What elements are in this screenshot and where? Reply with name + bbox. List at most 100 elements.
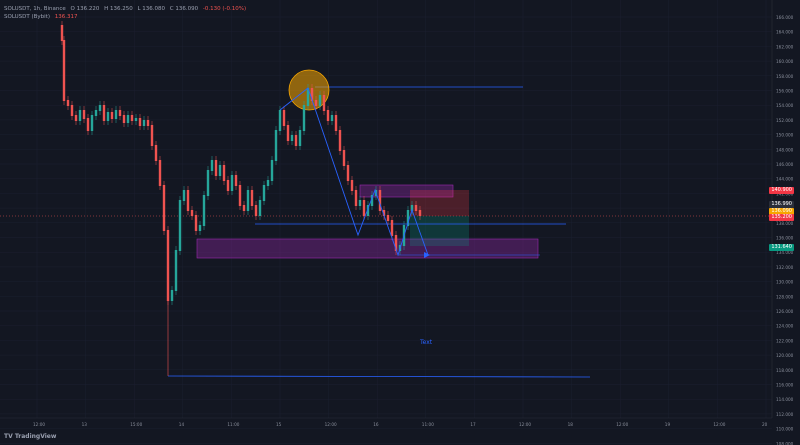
time-axis-label: 17 xyxy=(470,422,476,427)
candle-body xyxy=(106,112,110,121)
price-axis-label: 128.000 xyxy=(776,294,794,299)
position-target-area[interactable] xyxy=(410,216,469,246)
candle-body xyxy=(190,210,194,216)
time-axis-label: 16 xyxy=(373,422,379,427)
candle-body xyxy=(226,180,230,191)
price-axis-label: 166.000 xyxy=(776,15,794,20)
chart-legend: SOLUSDT, 1h, Binance O 136.220 H 136.250… xyxy=(4,5,249,21)
candle-body xyxy=(262,185,266,201)
change-value: -0.130 (-0.10%) xyxy=(202,6,247,12)
supply-zone[interactable] xyxy=(359,184,454,198)
price-tag: 131.640 xyxy=(769,244,794,251)
candle-body xyxy=(238,185,242,206)
price-axis-label: 118.000 xyxy=(776,368,794,373)
price-axis-label: 134.000 xyxy=(776,250,794,255)
price-axis-label: 154.000 xyxy=(776,103,794,108)
candle-body xyxy=(286,125,290,141)
candle-body xyxy=(322,95,326,111)
candle-body xyxy=(102,105,106,121)
price-axis-label: 156.000 xyxy=(776,89,794,94)
time-axis-label: 19 xyxy=(665,422,671,427)
price-axis-label: 112.000 xyxy=(776,412,794,417)
candle-body xyxy=(98,105,102,111)
candle-body xyxy=(122,115,126,123)
candle-body xyxy=(130,115,134,121)
candle-body xyxy=(382,210,386,216)
candle-body xyxy=(266,180,270,186)
candle-body xyxy=(306,88,310,106)
candle-body xyxy=(186,190,190,211)
price-tag: 136.090 xyxy=(769,208,794,215)
candle-body xyxy=(370,195,374,206)
candle-body xyxy=(254,205,258,216)
candle-body xyxy=(310,88,314,101)
candle-body xyxy=(366,205,370,216)
candle-body xyxy=(362,200,366,216)
time-axis-label: 12:00 xyxy=(519,422,531,427)
candle-body xyxy=(330,115,334,121)
price-axis-label: 144.000 xyxy=(776,177,794,182)
low-line[interactable] xyxy=(167,375,591,378)
price-tag: 136.990 xyxy=(769,201,794,208)
time-axis-label: 12:00 xyxy=(325,422,337,427)
price-axis-label: 124.000 xyxy=(776,324,794,329)
candle-body xyxy=(390,220,394,236)
candle-body xyxy=(234,175,238,186)
candle-body xyxy=(86,118,90,131)
candle-body xyxy=(206,170,210,196)
high-value: H 136.250 xyxy=(104,6,133,12)
time-axis-label: 18 xyxy=(568,422,574,427)
zigzag-pattern[interactable] xyxy=(279,87,429,257)
candle-body xyxy=(338,130,342,151)
low-value: L 136.080 xyxy=(137,6,166,12)
candle-body xyxy=(326,110,330,121)
candle-body xyxy=(162,185,166,231)
indicator-value: 136.317 xyxy=(54,14,78,20)
tradingview-icon: TV xyxy=(4,433,15,440)
candle-body xyxy=(90,115,94,131)
price-axis-label: 116.000 xyxy=(776,383,794,388)
candle-body xyxy=(60,25,64,41)
tradingview-logo[interactable]: TV TradingView xyxy=(4,433,56,440)
indicator-label[interactable]: SOLUSDT (Bybit) xyxy=(4,14,50,20)
candle-body xyxy=(350,180,354,191)
candle-body xyxy=(406,210,410,226)
candle-body xyxy=(214,160,218,176)
price-axis-label: 152.000 xyxy=(776,118,794,123)
price-axis-label: 110.000 xyxy=(776,427,794,432)
candle-body xyxy=(82,110,86,119)
price-axis-label: 146.000 xyxy=(776,162,794,167)
time-axis-label: 12:00 xyxy=(33,422,45,427)
candle-body xyxy=(154,145,158,161)
candle-body xyxy=(342,150,346,166)
candle-body xyxy=(118,110,122,116)
text-annotation[interactable]: Text xyxy=(419,339,433,346)
candle-body xyxy=(318,95,322,106)
time-axis-label: 11:00 xyxy=(422,422,434,427)
candle-body xyxy=(78,110,82,121)
candle-body xyxy=(294,135,298,146)
candle-body xyxy=(62,40,66,101)
candle-body xyxy=(250,190,254,206)
candle-body xyxy=(410,205,414,211)
open-value: O 136.220 xyxy=(70,6,100,12)
symbol-label[interactable]: SOLUSDT, 1h, Binance xyxy=(4,6,66,12)
candle-body xyxy=(334,115,338,131)
candle-body xyxy=(282,110,286,126)
candle-body xyxy=(166,230,170,301)
time-axis-label: 11:00 xyxy=(227,422,239,427)
candle-body xyxy=(202,195,206,226)
candle-body xyxy=(74,115,78,121)
price-tag: 135.200 xyxy=(769,214,794,221)
candle-body xyxy=(194,215,198,231)
price-axis-label: 160.000 xyxy=(776,59,794,64)
time-axis-label: 13 xyxy=(82,422,88,427)
time-axis-label: 15:00 xyxy=(130,422,142,427)
candle-body xyxy=(270,160,274,181)
candle-body xyxy=(290,135,294,141)
candle-body xyxy=(222,165,226,181)
demand-zone[interactable] xyxy=(196,238,539,259)
candle-body xyxy=(66,100,70,106)
